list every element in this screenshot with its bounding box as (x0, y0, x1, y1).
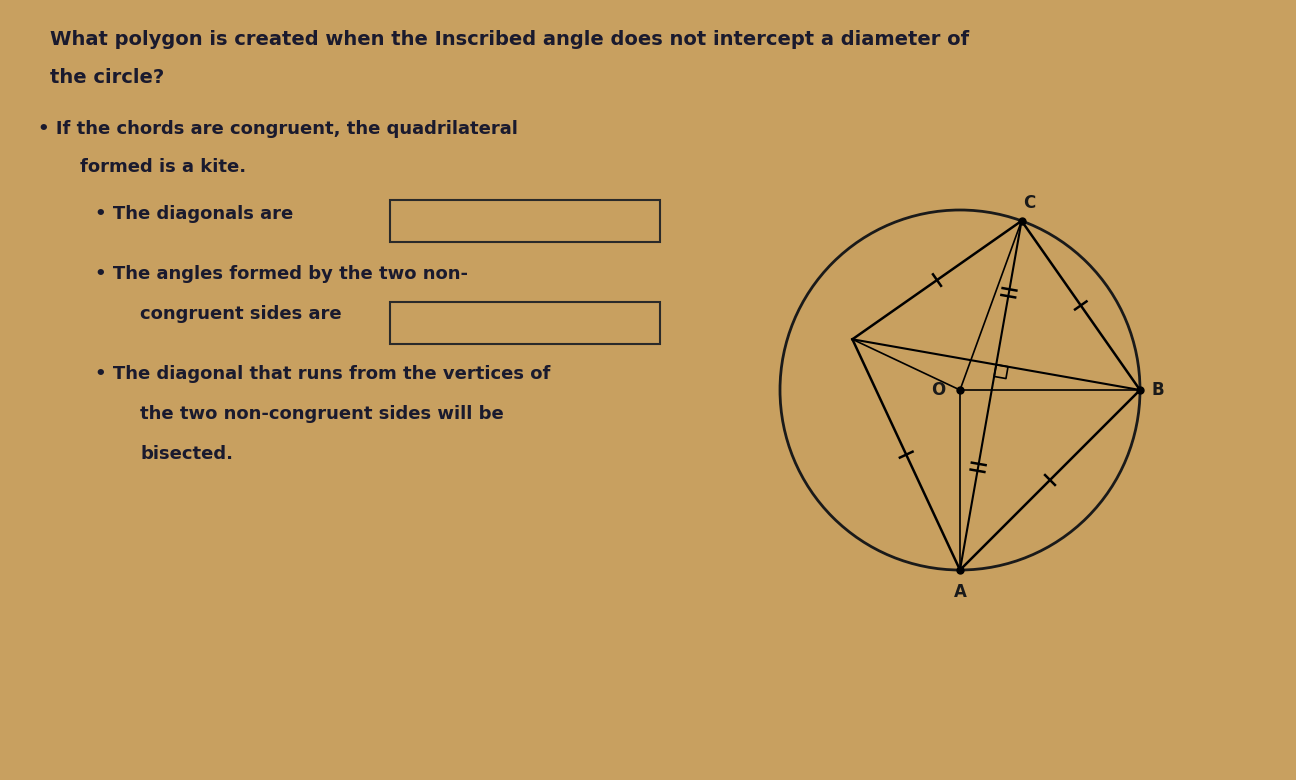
Text: • The angles formed by the two non-: • The angles formed by the two non- (95, 265, 468, 283)
Text: • The diagonal that runs from the vertices of: • The diagonal that runs from the vertic… (95, 365, 551, 383)
Text: the circle?: the circle? (51, 68, 165, 87)
Text: formed is a kite.: formed is a kite. (80, 158, 246, 176)
Text: What polygon is created when the Inscribed angle does not intercept a diameter o: What polygon is created when the Inscrib… (51, 30, 969, 49)
Bar (390, 302, 660, 344)
Text: C: C (1024, 194, 1036, 212)
Text: congruent sides are: congruent sides are (140, 305, 342, 323)
Bar (390, 200, 660, 242)
Text: O: O (931, 381, 945, 399)
Text: • The diagonals are: • The diagonals are (95, 205, 293, 223)
Text: bisected.: bisected. (140, 445, 233, 463)
Text: B: B (1152, 381, 1164, 399)
Text: the two non-congruent sides will be: the two non-congruent sides will be (140, 405, 504, 423)
Text: A: A (954, 583, 967, 601)
Text: • If the chords are congruent, the quadrilateral: • If the chords are congruent, the quadr… (38, 120, 518, 138)
